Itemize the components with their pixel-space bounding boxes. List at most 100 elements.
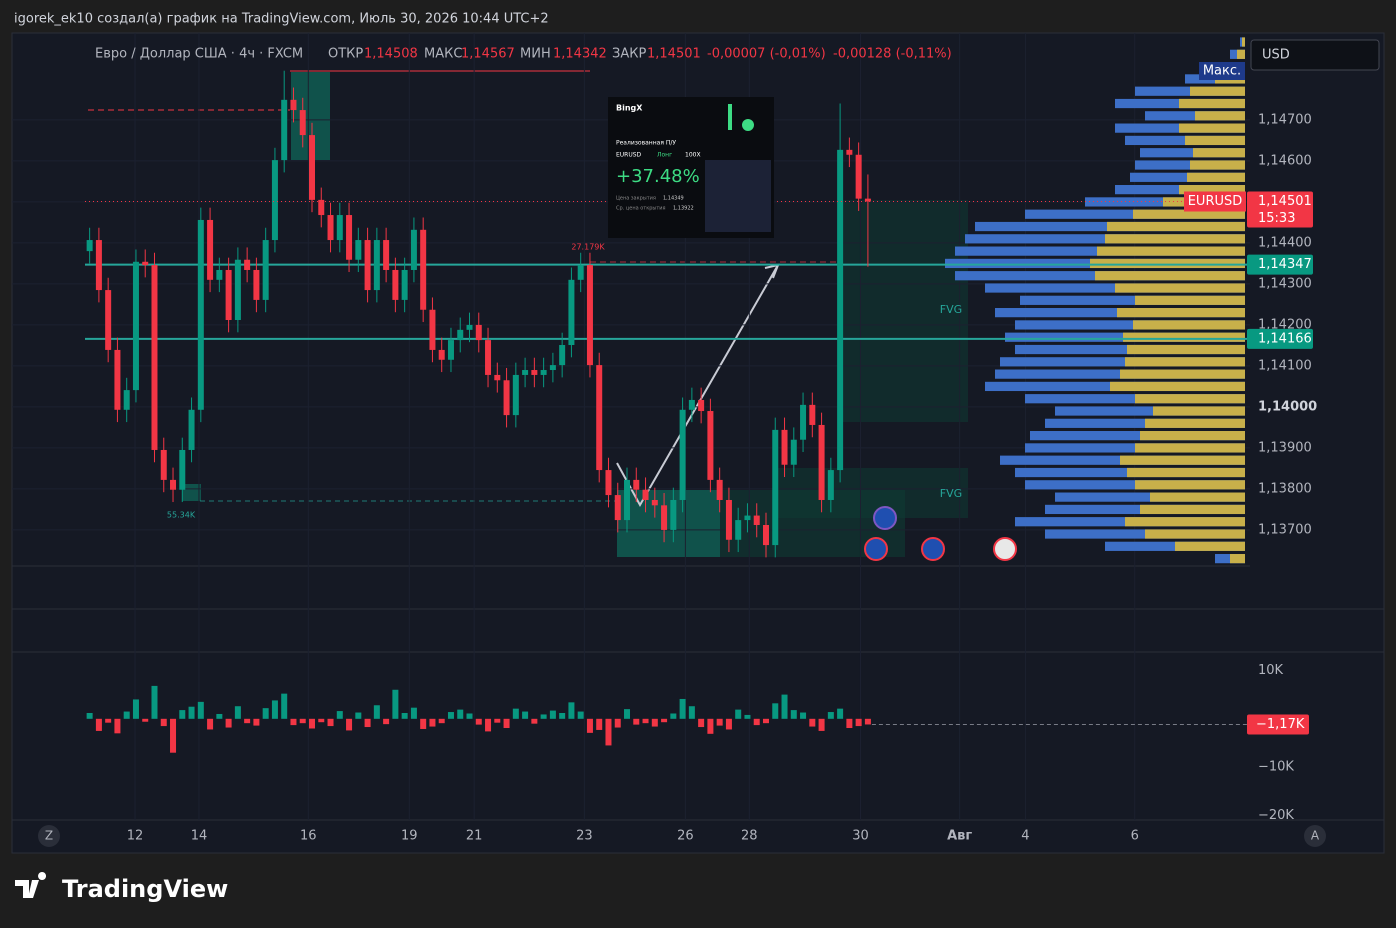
candle-body bbox=[688, 399, 695, 410]
delta-bar bbox=[457, 709, 464, 719]
profile-bar bbox=[1020, 295, 1245, 305]
candle-body bbox=[392, 269, 399, 300]
delta-bar bbox=[485, 718, 492, 732]
candle-body bbox=[559, 345, 566, 366]
profile-bar bbox=[1055, 406, 1245, 416]
event-icon[interactable] bbox=[864, 537, 888, 561]
ad-photo bbox=[705, 160, 771, 232]
delta-bar bbox=[725, 718, 732, 730]
delta-bar bbox=[429, 718, 436, 727]
profile-buy-bar bbox=[1153, 406, 1245, 416]
profile-buy-bar bbox=[1097, 246, 1245, 256]
profile-buy-bar bbox=[1150, 492, 1245, 502]
delta-bar bbox=[197, 701, 204, 719]
delta-bar bbox=[827, 712, 834, 719]
candle-body bbox=[707, 411, 714, 480]
event-icon[interactable] bbox=[921, 537, 945, 561]
scroll-button[interactable] bbox=[38, 825, 60, 847]
profile-buy-bar bbox=[1237, 49, 1245, 59]
event-icon[interactable] bbox=[873, 506, 897, 530]
candle-body bbox=[800, 404, 807, 440]
scroll-right[interactable]: A bbox=[1311, 829, 1320, 843]
profile-bar bbox=[1140, 148, 1245, 158]
candle-body bbox=[105, 290, 112, 350]
scroll-left[interactable]: Z bbox=[45, 829, 53, 843]
ohlc-legend: Евро / Доллар США · 4ч · FXCM ОТКР 1,145… bbox=[95, 47, 952, 62]
level-label: 1,14166 bbox=[1258, 331, 1312, 346]
profile-bar bbox=[1030, 431, 1245, 441]
y-tick-label: −20K bbox=[1258, 808, 1294, 823]
profile-buy-bar bbox=[1123, 332, 1245, 342]
y-tick-label: −10K bbox=[1258, 760, 1294, 775]
x-tick-label: 12 bbox=[127, 829, 144, 844]
delta-bar bbox=[837, 708, 844, 719]
candle-body bbox=[457, 329, 464, 341]
profile-buy-bar bbox=[1127, 344, 1245, 355]
delta-bar bbox=[336, 711, 343, 719]
x-tick-label: 16 bbox=[300, 829, 317, 844]
candle-body bbox=[485, 340, 492, 375]
profile-buy-bar bbox=[1230, 554, 1245, 564]
max-badge-text: Макс. bbox=[1203, 64, 1241, 79]
delta-bar bbox=[744, 714, 751, 719]
y-tick-label: 1,14000 bbox=[1258, 399, 1317, 414]
profile-buy-bar bbox=[1179, 185, 1245, 195]
delta-bar bbox=[95, 718, 102, 731]
profile-buy-bar bbox=[1135, 443, 1245, 453]
candle-body bbox=[735, 520, 742, 540]
delta-bar bbox=[540, 714, 547, 719]
currency-select[interactable] bbox=[1250, 39, 1380, 71]
profile-buy-bar bbox=[1125, 357, 1245, 367]
y-tick-label: 1,14600 bbox=[1258, 153, 1312, 168]
candle-body bbox=[336, 215, 343, 241]
fvg-label: FVG bbox=[940, 487, 962, 500]
x-tick-label: 14 bbox=[191, 829, 208, 844]
candle-body bbox=[753, 515, 760, 525]
delta-bar bbox=[225, 718, 232, 728]
change: -0,00128 (-0,11%) bbox=[833, 47, 952, 62]
candle-body bbox=[364, 240, 371, 291]
delta-bar bbox=[383, 718, 390, 725]
delta-bar bbox=[707, 718, 714, 734]
candle-body bbox=[114, 349, 121, 410]
candle-body bbox=[670, 499, 677, 530]
candle-body bbox=[420, 229, 427, 310]
candle-body bbox=[772, 429, 779, 546]
delta-bar bbox=[447, 712, 454, 719]
candle-body bbox=[188, 409, 195, 450]
ad-title: Реализованная П/У bbox=[616, 140, 676, 147]
delta-bar bbox=[679, 698, 686, 719]
delta-bar bbox=[327, 718, 334, 727]
currency[interactable]: USD bbox=[1262, 48, 1290, 63]
delta-bar bbox=[160, 718, 167, 727]
candle-body bbox=[447, 340, 454, 360]
delta-bar bbox=[642, 718, 649, 724]
ad-open-label: Ср. цена открытия bbox=[616, 206, 666, 212]
delta-bar bbox=[800, 712, 807, 719]
profile-buy-bar bbox=[1125, 517, 1245, 527]
candle-body bbox=[716, 479, 723, 500]
candle-body bbox=[244, 259, 251, 270]
candle-body bbox=[855, 154, 862, 199]
profile-buy-bar bbox=[1179, 98, 1245, 109]
delta-bar bbox=[633, 718, 640, 725]
candle-body bbox=[207, 219, 214, 280]
ad-close: 1,14349 bbox=[663, 196, 684, 202]
profile-buy-bar bbox=[1127, 467, 1245, 478]
delta-bar bbox=[142, 718, 149, 722]
ad-card: BingX Реализованная П/У EURUSD Лонг 100X… bbox=[608, 97, 774, 238]
scroll-button[interactable] bbox=[1304, 825, 1326, 847]
profile-bar bbox=[1015, 320, 1245, 330]
candle-body bbox=[123, 390, 130, 410]
delta-bar bbox=[568, 702, 575, 719]
delta-bar bbox=[698, 718, 705, 728]
symbol-badge bbox=[1184, 191, 1246, 212]
delta-bar bbox=[346, 718, 353, 731]
close-label: ЗАКР bbox=[612, 47, 646, 62]
profile-buy-bar bbox=[1090, 258, 1245, 269]
profile-buy-bar bbox=[1190, 160, 1245, 170]
event-icon[interactable] bbox=[993, 537, 1017, 561]
candle-body bbox=[290, 99, 297, 111]
value-badge-text: −1,17K bbox=[1256, 717, 1305, 732]
